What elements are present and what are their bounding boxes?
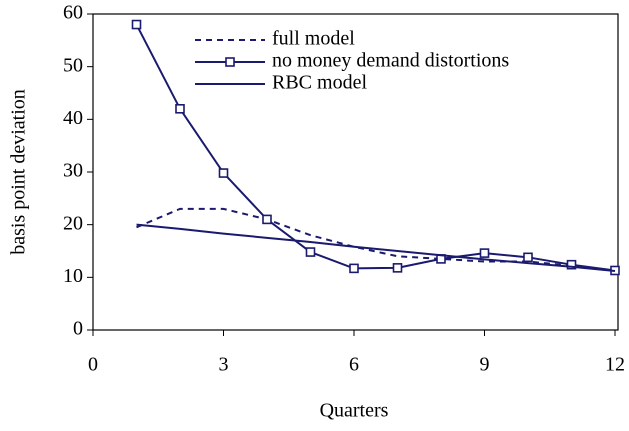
series-line (136, 207, 616, 273)
x-tick-label: 12 (605, 354, 625, 376)
x-tick-label: 3 (219, 354, 229, 376)
point-marker (175, 104, 185, 114)
point-marker (131, 19, 142, 30)
y-tick-label: 30 (63, 160, 83, 182)
legend-label: RBC model (272, 72, 367, 94)
x-axis-label: Quarters (320, 400, 389, 422)
legend-marker (225, 57, 235, 67)
legend-label: full model (272, 28, 355, 50)
y-tick-label: 50 (63, 54, 83, 76)
x-tick-label: 6 (349, 354, 359, 376)
y-tick-label: 20 (63, 212, 83, 234)
y-tick-label: 0 (73, 318, 83, 340)
series-line (135, 24, 616, 272)
point-marker (479, 248, 490, 258)
point-marker (262, 214, 272, 225)
point-marker (392, 263, 403, 273)
point-marker (218, 168, 229, 178)
y-axis-label: basis point deviation (8, 89, 30, 255)
series-line (136, 223, 616, 273)
point-marker (305, 247, 316, 257)
legend-label: no money demand distortions (272, 50, 509, 72)
x-tick-label: 9 (480, 354, 490, 376)
y-tick-label: 10 (63, 265, 83, 287)
y-tick-label: 40 (63, 107, 83, 129)
y-tick-label: 60 (63, 2, 83, 24)
point-marker (566, 259, 577, 270)
point-marker (523, 252, 533, 263)
point-marker (349, 263, 359, 274)
x-tick-label: 0 (88, 354, 98, 376)
